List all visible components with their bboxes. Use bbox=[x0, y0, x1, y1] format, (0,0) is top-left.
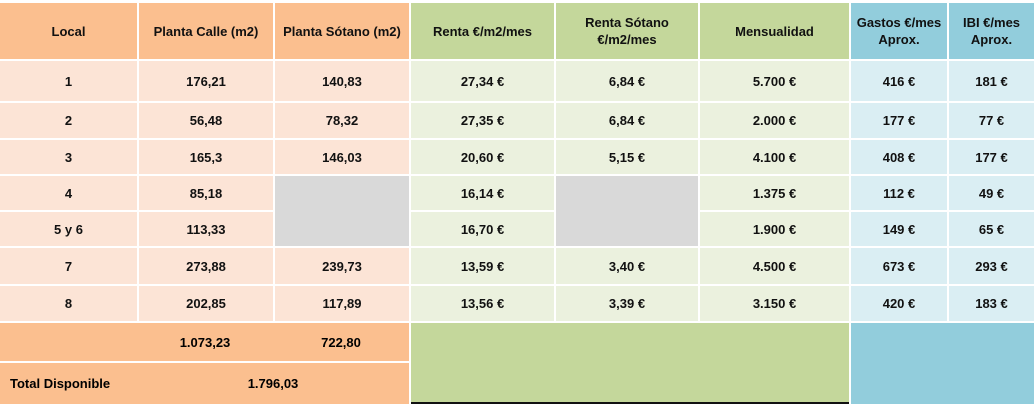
cell-renta: 13,59 € bbox=[411, 248, 554, 284]
cell-renta: 13,56 € bbox=[411, 286, 554, 321]
header-ibi: IBI €/mes Aprox. bbox=[949, 3, 1034, 59]
cell-calle: 56,48 bbox=[139, 103, 273, 138]
header-renta-sotano: Renta Sótano €/m2/mes bbox=[556, 3, 698, 59]
totals-row: 1.073,23 722,80 bbox=[0, 323, 409, 361]
header-gastos: Gastos €/mes Aprox. bbox=[851, 3, 947, 59]
cell-renta_sotano: 6,84 € bbox=[556, 61, 698, 101]
cell-calle: 85,18 bbox=[139, 176, 273, 210]
cell-ibi: 293 € bbox=[949, 248, 1034, 284]
cell-calle: 113,33 bbox=[139, 212, 273, 246]
cell-gastos: 112 € bbox=[851, 176, 947, 210]
cell-mensualidad: 4.100 € bbox=[700, 140, 849, 174]
header-planta-calle: Planta Calle (m2) bbox=[139, 3, 273, 59]
cell-renta: 27,34 € bbox=[411, 61, 554, 101]
cell-mensualidad: 5.700 € bbox=[700, 61, 849, 101]
cell-ibi: 77 € bbox=[949, 103, 1034, 138]
cell-calle: 176,21 bbox=[139, 61, 273, 101]
cell-renta: 27,35 € bbox=[411, 103, 554, 138]
total-disponible-row: Total Disponible 1.796,03 bbox=[0, 363, 409, 404]
cell-mensualidad: 1.900 € bbox=[700, 212, 849, 246]
cell-renta: 16,70 € bbox=[411, 212, 554, 246]
cell-sotano: 140,83 bbox=[275, 61, 409, 101]
cell-renta: 20,60 € bbox=[411, 140, 554, 174]
cell-mensualidad: 1.375 € bbox=[700, 176, 849, 210]
cell-gastos: 673 € bbox=[851, 248, 947, 284]
cell-sotano: 78,32 bbox=[275, 103, 409, 138]
empty-renta_sotano-cell bbox=[556, 176, 698, 246]
cell-local: 2 bbox=[0, 103, 137, 138]
empty-sotano-cell bbox=[275, 176, 409, 246]
totals-green-block bbox=[411, 323, 849, 404]
header-planta-sotano: Planta Sótano (m2) bbox=[275, 3, 409, 59]
cell-renta_sotano: 5,15 € bbox=[556, 140, 698, 174]
cell-ibi: 177 € bbox=[949, 140, 1034, 174]
cell-ibi: 181 € bbox=[949, 61, 1034, 101]
total-disponible-value: 1.796,03 bbox=[247, 376, 299, 391]
cell-mensualidad: 3.150 € bbox=[700, 286, 849, 321]
cell-local: 7 bbox=[0, 248, 137, 284]
header-local: Local bbox=[0, 3, 137, 59]
cell-local: 3 bbox=[0, 140, 137, 174]
cell-sotano: 146,03 bbox=[275, 140, 409, 174]
cell-sotano: 239,73 bbox=[275, 248, 409, 284]
cell-ibi: 49 € bbox=[949, 176, 1034, 210]
cell-sotano: 117,89 bbox=[275, 286, 409, 321]
cell-ibi: 183 € bbox=[949, 286, 1034, 321]
totals-blue-block bbox=[851, 323, 1034, 404]
cell-gastos: 420 € bbox=[851, 286, 947, 321]
total-planta-sotano: 722,80 bbox=[321, 334, 361, 350]
cell-local: 1 bbox=[0, 61, 137, 101]
cell-calle: 165,3 bbox=[139, 140, 273, 174]
totals-empty bbox=[0, 323, 137, 361]
cell-gastos: 149 € bbox=[851, 212, 947, 246]
cell-mensualidad: 4.500 € bbox=[700, 248, 849, 284]
cell-gastos: 416 € bbox=[851, 61, 947, 101]
cell-renta_sotano: 3,39 € bbox=[556, 286, 698, 321]
total-disponible-label: Total Disponible bbox=[10, 376, 111, 391]
cell-local: 8 bbox=[0, 286, 137, 321]
cell-ibi: 65 € bbox=[949, 212, 1034, 246]
cell-calle: 202,85 bbox=[139, 286, 273, 321]
cell-renta: 16,14 € bbox=[411, 176, 554, 210]
cell-calle: 273,88 bbox=[139, 248, 273, 284]
cell-local: 4 bbox=[0, 176, 137, 210]
header-renta: Renta €/m2/mes bbox=[411, 3, 554, 59]
cell-renta_sotano: 6,84 € bbox=[556, 103, 698, 138]
header-mensualidad: Mensualidad bbox=[700, 3, 849, 59]
cell-gastos: 177 € bbox=[851, 103, 947, 138]
cell-renta_sotano: 3,40 € bbox=[556, 248, 698, 284]
cell-gastos: 408 € bbox=[851, 140, 947, 174]
total-planta-calle: 1.073,23 bbox=[179, 334, 231, 350]
cell-local: 5 y 6 bbox=[0, 212, 137, 246]
cell-mensualidad: 2.000 € bbox=[700, 103, 849, 138]
